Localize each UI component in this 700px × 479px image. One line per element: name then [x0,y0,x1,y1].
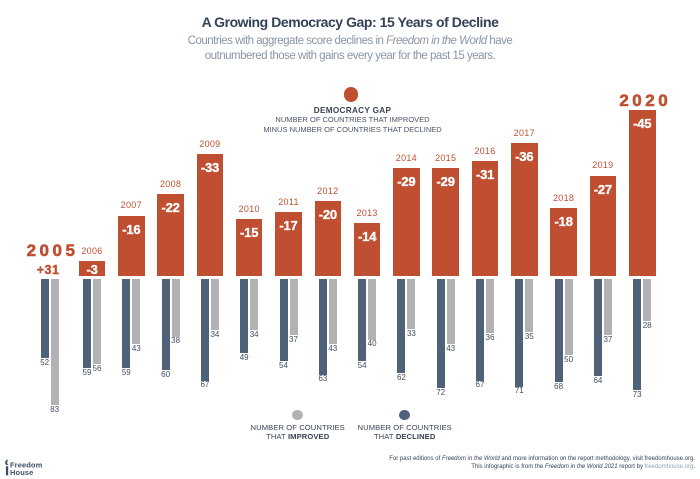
svg-text:Freedom: Freedom [10,461,43,470]
svg-text:House: House [10,468,33,477]
